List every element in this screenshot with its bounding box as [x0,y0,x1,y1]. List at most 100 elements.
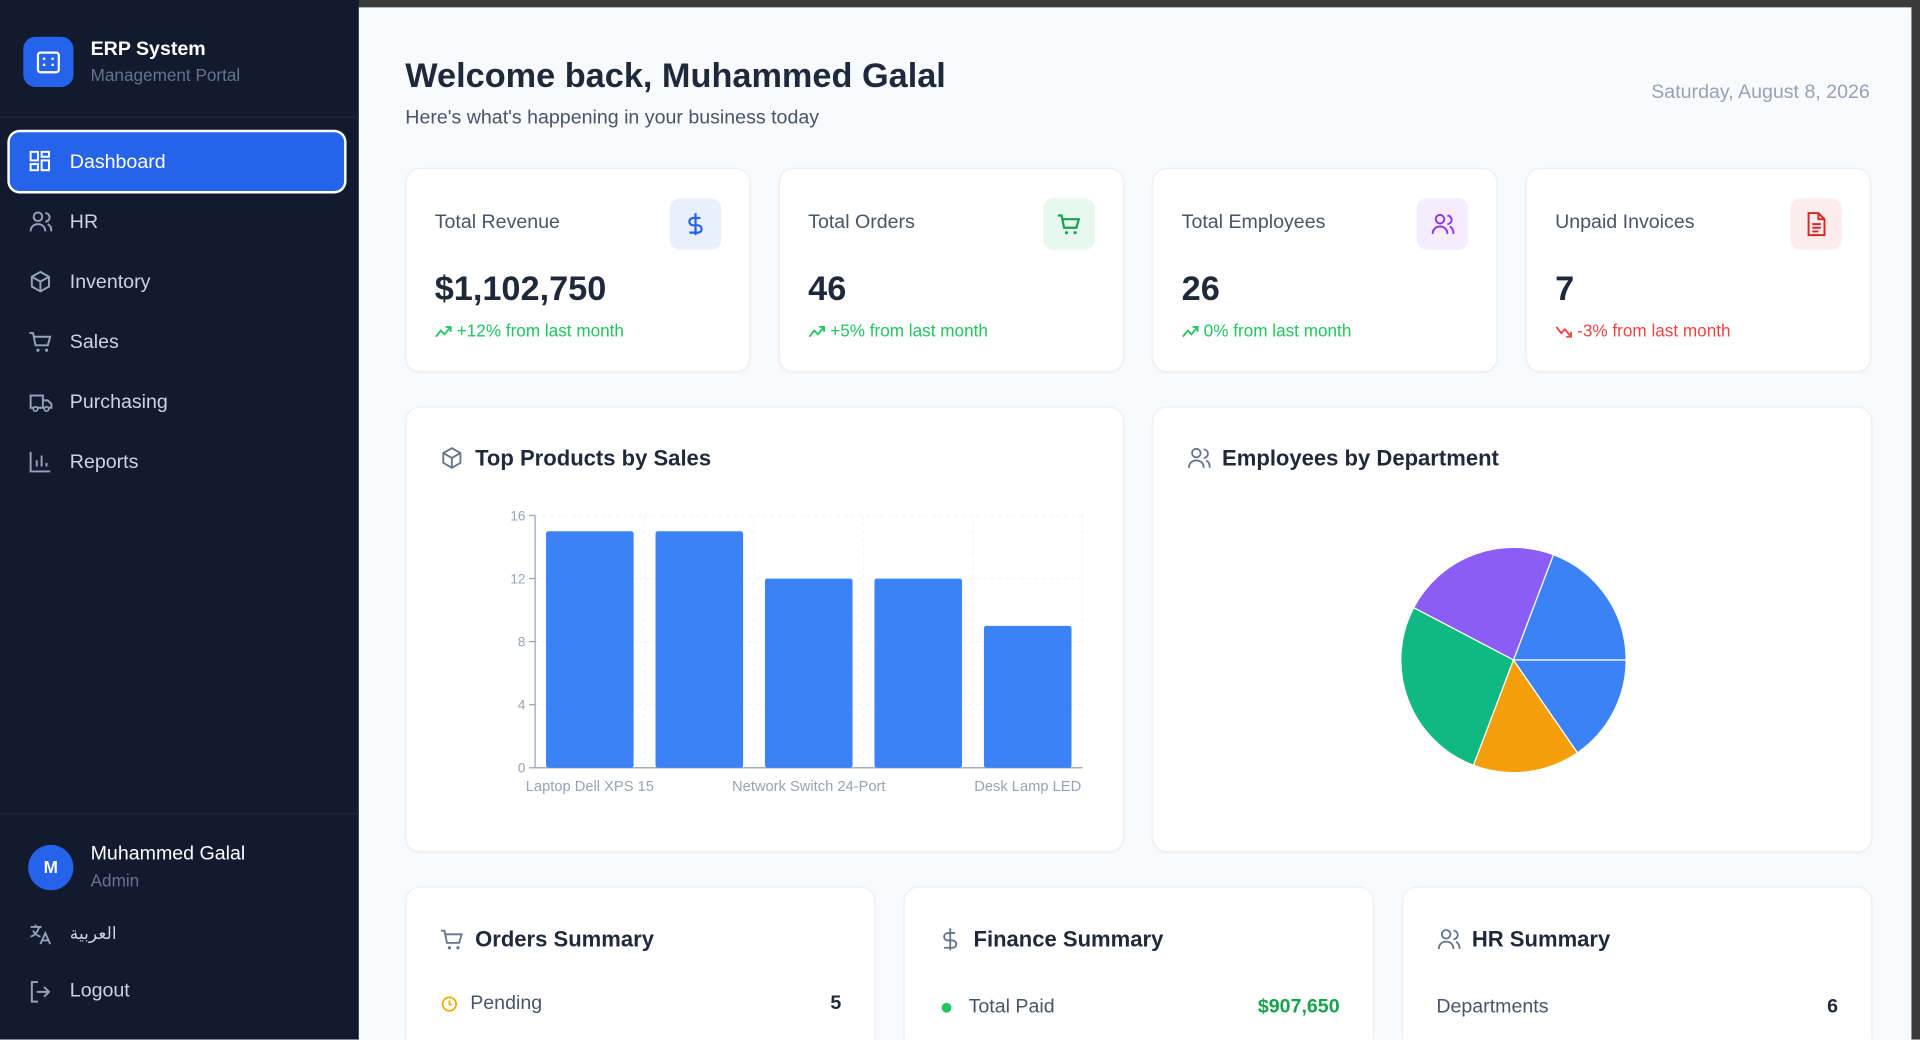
icon [1807,212,1826,237]
nav-item[interactable]: Inventory [10,252,344,311]
pie-chart [1400,546,1627,774]
trend-icon [1182,326,1199,338]
stat-card: Total Orders 46 +5% from last month [778,167,1125,373]
y-tick-label: 16 [510,508,525,523]
nav-label[interactable]: HR [69,211,99,233]
summary-icon [1437,929,1461,950]
summary-card: Finance Summary Total Paid $907,650 [903,886,1374,1040]
nav-item[interactable]: HR [10,192,344,251]
window-edge [1911,0,1920,1040]
user-role: Admin [90,870,140,891]
sidebar: ERP System Management Portal Dashboard H… [0,0,359,1040]
bar [874,578,963,768]
x-tick-label: Network Switch 24-Port [732,779,885,795]
stat-label: Total Orders [808,211,915,233]
stat-change: -3% from last month [1577,320,1731,341]
trend-icon [808,326,826,338]
row-label: Departments [1436,996,1549,1018]
y-tick-label: 12 [510,571,525,586]
y-tick-label: 0 [518,761,525,776]
pie-slice [1400,606,1515,767]
row-value: 5 [830,993,842,1014]
avatar: M [28,844,74,891]
stat-icon [1790,198,1842,250]
nav-item[interactable]: Dashboard [9,132,345,192]
stat-value: 7 [1555,269,1575,308]
logout[interactable]: Logout [69,980,130,1002]
box-icon [442,447,462,469]
divider [0,813,359,815]
chart-title: Top Products by Sales [475,445,712,471]
stat-card: Total Revenue $1,102,750 +12% from last mo… [405,167,751,373]
summary-title: HR Summary [1471,926,1611,952]
brand-subtitle: Management Portal [90,64,241,85]
nav-label[interactable]: Inventory [69,271,151,293]
stat-label: Total Employees [1181,211,1326,233]
bar [983,625,1072,768]
x-tick-label: Desk Lamp LED [974,779,1081,795]
summary-card: Orders Summary Pending 5 [405,886,876,1040]
bar [655,531,744,768]
row-label: Total Paid [968,996,1055,1018]
nav-item[interactable]: Purchasing [10,372,344,431]
page-title: Welcome back, Muhammed Galal [405,56,946,95]
bar-chart: 0 4 8 12 16 Laptop Dell XPS 15 Network Switch … [510,508,1084,795]
user-name: Muhammed Galal [90,843,246,865]
icon [1431,213,1455,234]
brand-title: ERP System [90,39,206,61]
chart-card: Employees by Department [1152,406,1873,853]
summary-icon [440,929,463,950]
pie-slice [1472,658,1579,774]
summary-title: Orders Summary [475,926,654,952]
nav-label[interactable]: Sales [69,331,119,353]
nav-item[interactable]: Sales [10,312,344,371]
stat-card: Unpaid Invoices 7 -3% from last month [1525,167,1872,373]
bar [764,578,853,768]
date: Saturday, August 8, 2026 [1651,82,1870,103]
stat-value: $1,102,750 [434,269,607,308]
avatar-initial: M [43,857,58,877]
y-tick-label: 8 [518,635,525,650]
pie-slice [1512,659,1627,754]
pie-slice [1412,546,1555,661]
nav-label[interactable]: Purchasing [69,391,168,413]
trend-icon [1555,326,1572,338]
row-icon [941,1002,952,1013]
y-tick-label: 4 [518,698,526,713]
stat-label: Unpaid Invoices [1555,211,1695,233]
brand-icon [23,36,74,87]
nav-label[interactable]: Reports [69,451,139,473]
page-subtitle: Here's what's happening in your business… [405,107,820,129]
language-toggle[interactable]: العربية [69,923,117,943]
stat-value: 26 [1181,269,1220,308]
nav-label[interactable]: Dashboard [69,151,166,173]
users-icon [1188,447,1211,468]
stat-icon [1043,198,1095,250]
row-value: $907,650 [1257,996,1340,1018]
language-icon [30,924,52,945]
stat-change: +5% from last month [830,320,988,341]
pie-slice [1512,553,1627,661]
row-value: 6 [1827,996,1838,1018]
stat-change: 0% from last month [1203,320,1352,341]
window-bar [0,0,1920,8]
logout-icon [30,981,51,1003]
row-icon [441,996,458,1012]
stat-icon [669,198,722,250]
stat-card: Total Employees 26 0% from last month [1152,167,1498,373]
nav-item[interactable]: Reports [10,432,344,491]
icon [688,213,703,236]
summary-icon [943,928,958,951]
stat-icon [1416,198,1469,250]
summary-card: HR Summary Departments 6 [1402,886,1873,1040]
icon [1057,214,1081,235]
x-tick-label: Laptop Dell XPS 15 [526,779,654,795]
bar [546,531,634,768]
divider [0,116,359,118]
summary-title: Finance Summary [973,926,1164,952]
trend-icon [435,326,452,338]
stat-value: 46 [808,269,847,308]
chart-card: Top Products by Sales 0 4 8 12 16 Laptop Dell… [405,406,1125,853]
